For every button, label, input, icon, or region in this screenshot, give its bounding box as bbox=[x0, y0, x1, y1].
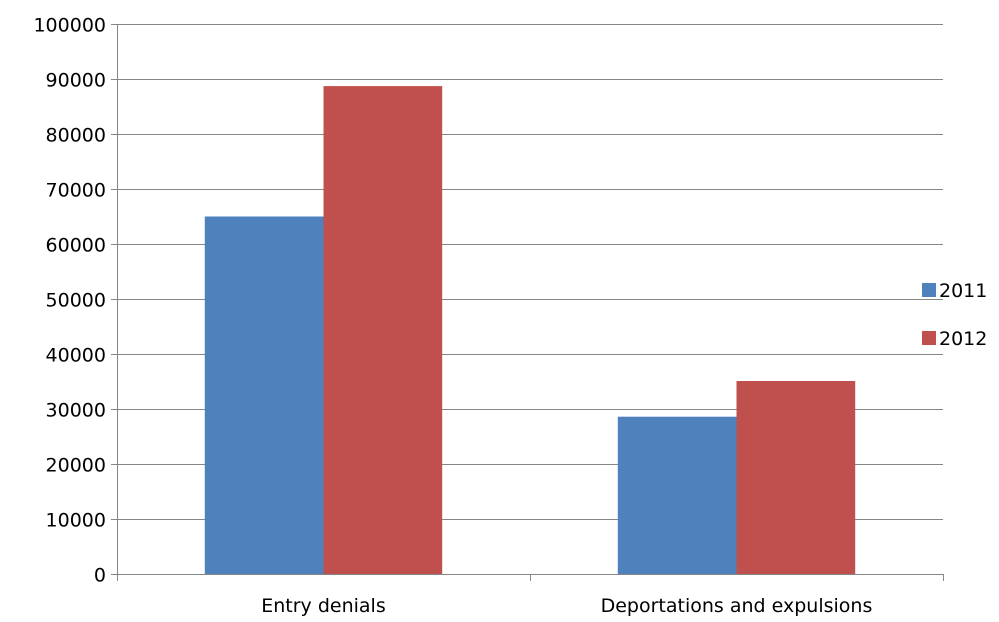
y-tick-label: 70000 bbox=[46, 180, 106, 202]
legend-label-2012: 2012 bbox=[939, 328, 987, 350]
y-tick-label: 0 bbox=[94, 565, 106, 587]
bar-2012-deportations-and-expulsions bbox=[736, 381, 856, 574]
y-tick-label: 40000 bbox=[46, 345, 106, 367]
axes bbox=[111, 24, 944, 581]
bar-2011-entry-denials bbox=[204, 216, 324, 574]
legend: 2011 2012 bbox=[922, 280, 987, 350]
y-tick-label: 10000 bbox=[46, 510, 106, 532]
y-tick-label: 90000 bbox=[46, 70, 106, 92]
x-category-labels: Entry denials Deportations and expulsions bbox=[261, 595, 872, 617]
y-tick-label: 80000 bbox=[46, 125, 106, 147]
y-tick-labels: 0 10000 20000 30000 40000 50000 60000 70000 8000… bbox=[33, 15, 106, 587]
legend-label-2011: 2011 bbox=[939, 280, 987, 302]
bars bbox=[204, 86, 856, 574]
bar-2011-deportations-and-expulsions bbox=[617, 416, 737, 574]
y-tick-label: 100000 bbox=[33, 15, 106, 37]
x-category-label: Deportations and expulsions bbox=[601, 595, 873, 617]
bar-2012-entry-denials bbox=[323, 86, 443, 574]
y-tick-label: 50000 bbox=[46, 290, 106, 312]
legend-swatch-2011 bbox=[922, 283, 936, 297]
y-tick-label: 30000 bbox=[46, 400, 106, 422]
x-category-label: Entry denials bbox=[261, 595, 385, 617]
legend-swatch-2012 bbox=[922, 331, 936, 345]
y-tick-label: 60000 bbox=[46, 235, 106, 257]
y-tick-label: 20000 bbox=[46, 455, 106, 477]
